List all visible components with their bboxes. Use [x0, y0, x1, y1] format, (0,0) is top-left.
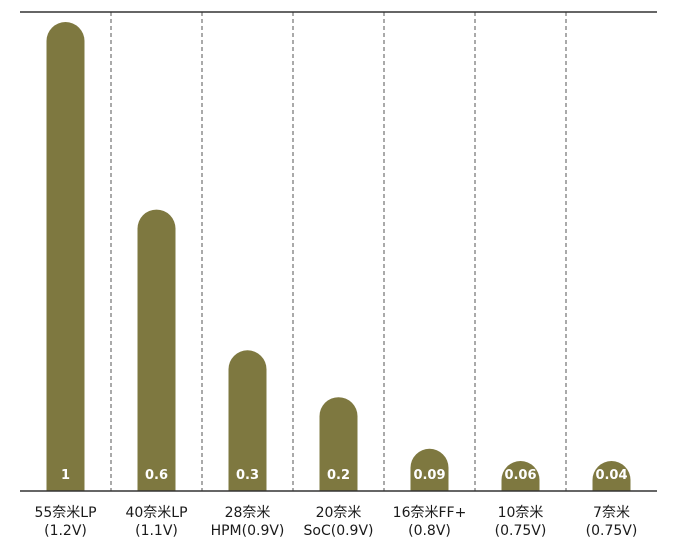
category-label: 55奈米LP	[34, 505, 96, 521]
category-label: SoC(0.9V)	[304, 523, 374, 539]
category-label: (1.1V)	[135, 523, 178, 539]
bar	[137, 209, 176, 491]
grid-lines	[110, 12, 567, 491]
bars: 1 0.6 0.3 0.2 0.09 0.06 0.04	[46, 22, 631, 492]
bar-value-label: 0.09	[413, 468, 445, 483]
category-label: (1.2V)	[44, 523, 87, 539]
bar-value-label: 1	[61, 468, 70, 483]
bar	[228, 350, 267, 491]
category-label: (0.8V)	[408, 523, 451, 539]
bar-value-label: 0.3	[236, 468, 259, 483]
category-label: 7奈米	[593, 505, 630, 521]
bar	[46, 22, 85, 492]
category-label: (0.75V)	[586, 523, 638, 539]
bar-value-label: 0.04	[595, 468, 627, 483]
category-label: 16奈米FF+	[393, 505, 467, 521]
category-labels: 55奈米LP (1.2V) 40奈米LP (1.1V) 28奈米 HPM(0.9V) 20奈…	[34, 505, 637, 539]
bar	[410, 448, 449, 491]
category-label: 10奈米	[498, 505, 544, 521]
bar	[319, 397, 358, 491]
category-label: (0.75V)	[495, 523, 547, 539]
category-label: 28奈米	[225, 505, 271, 521]
bar-value-label: 0.2	[327, 468, 350, 483]
bar-value-label: 0.6	[145, 468, 168, 483]
category-label: HPM(0.9V)	[211, 523, 285, 539]
bar-value-label: 0.06	[504, 468, 536, 483]
category-label: 40奈米LP	[125, 505, 187, 521]
bar	[501, 461, 540, 491]
bar	[592, 461, 631, 491]
category-label: 20奈米	[316, 505, 362, 521]
